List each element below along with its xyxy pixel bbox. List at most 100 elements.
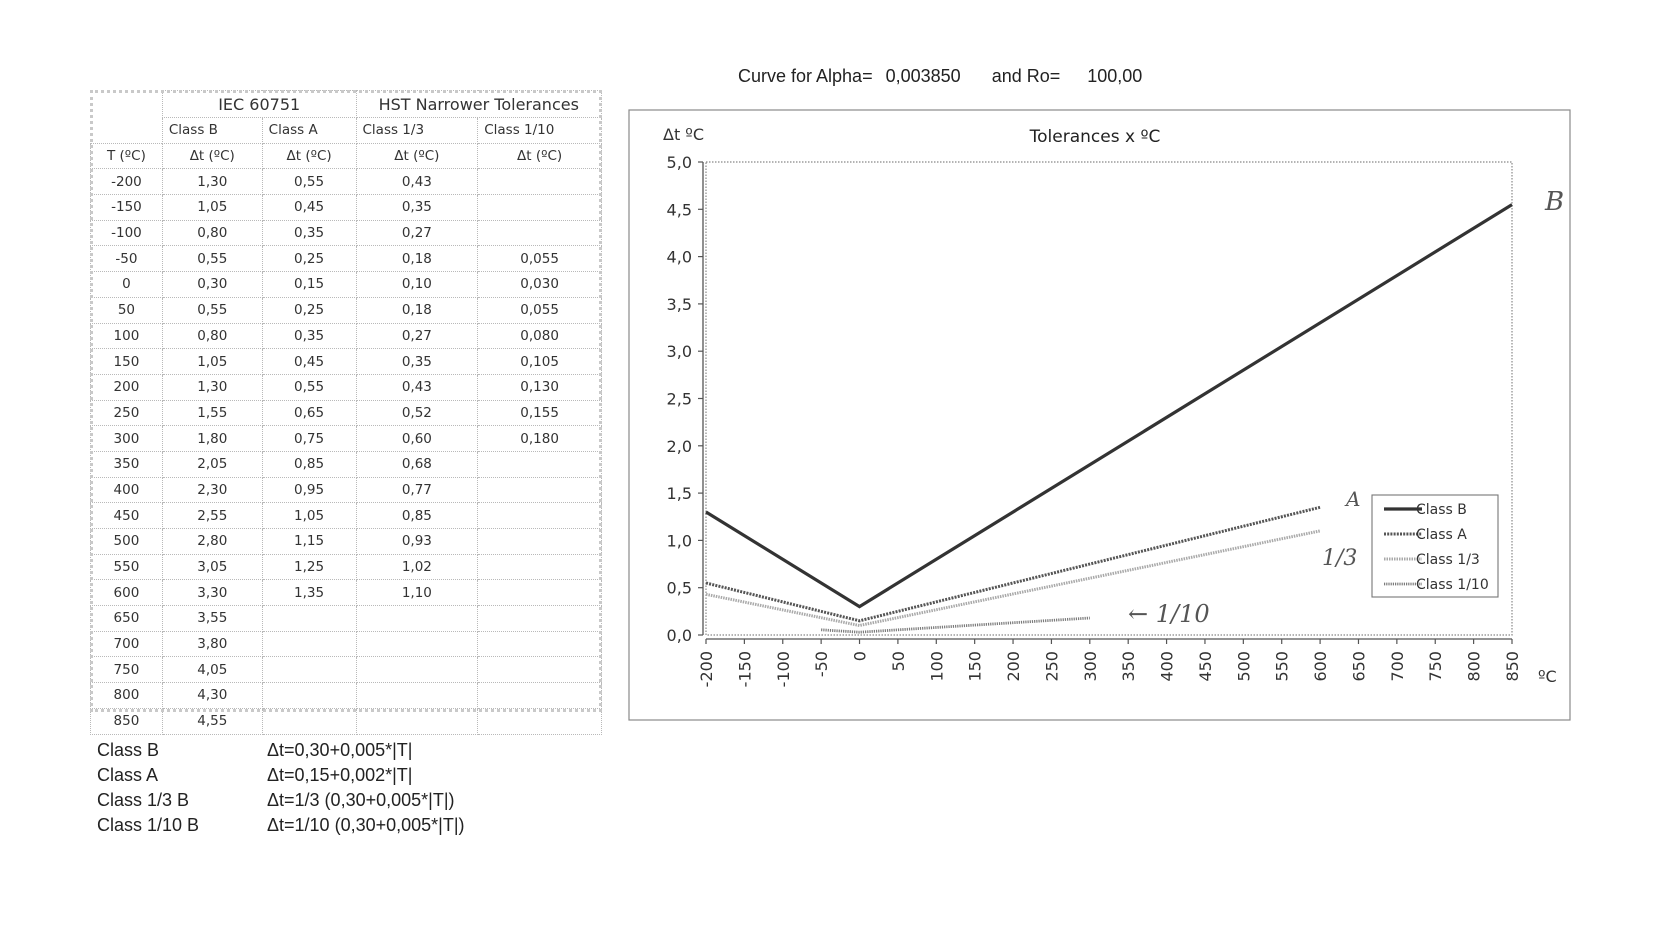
table-row: -50 0,55 0,25 0,18 0,055 bbox=[90, 245, 602, 273]
y-axis-label: Δt ºC bbox=[663, 125, 704, 144]
cell-tolerance: 0,030 bbox=[477, 271, 602, 298]
cell-tolerance: 3,05 bbox=[161, 553, 263, 581]
cell-temperature: 350 bbox=[90, 450, 163, 478]
x-tick-label: -150 bbox=[735, 651, 754, 687]
legend-label: Class A bbox=[1416, 527, 1467, 543]
table-row: 350 2,05 0,85 0,68 bbox=[90, 450, 602, 478]
plot-area-frame bbox=[705, 161, 1513, 636]
cell-tolerance: 0,45 bbox=[261, 348, 357, 375]
cell-tolerance bbox=[261, 682, 357, 709]
cell-tolerance: 1,35 bbox=[261, 579, 357, 607]
legend-label: Class 1/10 bbox=[1416, 577, 1489, 593]
cell-tolerance: 0,055 bbox=[477, 245, 602, 273]
table-row: -200 1,30 0,55 0,43 bbox=[90, 168, 602, 196]
cell-temperature: 0 bbox=[90, 271, 163, 298]
table-row: 250 1,55 0,65 0,52 0,155 bbox=[90, 399, 602, 427]
cell-tolerance: 1,80 bbox=[161, 425, 263, 452]
x-tick-label: 100 bbox=[927, 651, 946, 682]
y-tick-label: 5,0 bbox=[667, 153, 692, 172]
x-tick-label: 700 bbox=[1388, 651, 1407, 682]
cell-tolerance: 1,15 bbox=[261, 528, 357, 555]
cell-temperature: 550 bbox=[90, 553, 163, 581]
x-tick-label: 550 bbox=[1273, 651, 1292, 682]
chart-title: Tolerances x ºC bbox=[1029, 127, 1161, 147]
annotation-1-3: 1/3 bbox=[1322, 546, 1357, 571]
ro-value: 100,00 bbox=[1087, 66, 1143, 86]
x-tick-label: -100 bbox=[774, 651, 793, 687]
cell-tolerance: 0,77 bbox=[355, 476, 479, 504]
cell-tolerance bbox=[261, 656, 357, 684]
units-header-row: T (ºC) Δt (ºC) Δt (ºC) Δt (ºC) Δt (ºC) bbox=[90, 142, 602, 170]
cell-tolerance: 0,43 bbox=[355, 168, 479, 196]
table-row: 600 3,30 1,35 1,10 bbox=[90, 579, 602, 607]
table-row: 150 1,05 0,45 0,35 0,105 bbox=[90, 348, 602, 375]
cell-temperature: -100 bbox=[90, 219, 163, 247]
x-tick-label: 150 bbox=[966, 651, 985, 682]
cell-tolerance: 0,15 bbox=[261, 271, 357, 298]
cell-temperature: -150 bbox=[90, 194, 163, 221]
formula-list: Class B Δt=0,30+0,005*|T| Class A Δt=0,15+… bbox=[97, 738, 465, 838]
cell-tolerance: 0,68 bbox=[355, 450, 479, 478]
cell-tolerance bbox=[355, 707, 479, 735]
cell-tolerance: 0,30 bbox=[161, 271, 263, 298]
x-tick-label: 500 bbox=[1234, 651, 1253, 682]
cell-tolerance: 0,27 bbox=[355, 322, 479, 350]
formula-expr: Δt=0,15+0,002*|T| bbox=[267, 765, 413, 785]
unit-header-1-10: Δt (ºC) bbox=[477, 142, 602, 170]
formula-expr: Δt=0,30+0,005*|T| bbox=[267, 740, 413, 760]
formula-name: Class 1/10 B bbox=[97, 815, 200, 835]
cell-tolerance: 0,55 bbox=[261, 373, 357, 401]
formula-name: Class 1/3 B bbox=[97, 790, 190, 810]
x-tick-label: 800 bbox=[1465, 651, 1484, 682]
cell-tolerance: 0,25 bbox=[261, 296, 357, 324]
x-tick-label: -50 bbox=[812, 651, 831, 677]
y-tick-label: 1,5 bbox=[667, 484, 692, 503]
cell-tolerance: 1,30 bbox=[161, 168, 263, 196]
table-row: 0 0,30 0,15 0,10 0,030 bbox=[90, 271, 602, 298]
formula-row: Class 1/3 B Δt=1/3 (0,30+0,005*|T|) bbox=[97, 788, 465, 813]
formula-name: Class B bbox=[97, 740, 160, 760]
table-row: -150 1,05 0,45 0,35 bbox=[90, 194, 602, 221]
cell-tolerance bbox=[477, 579, 602, 607]
cell-tolerance: 1,05 bbox=[161, 194, 263, 221]
y-tick-label: 2,0 bbox=[667, 437, 692, 456]
formula-row: Class 1/10 B Δt=1/10 (0,30+0,005*|T|) bbox=[97, 813, 465, 838]
cell-temperature: -200 bbox=[90, 168, 163, 196]
y-tick-label: 3,0 bbox=[667, 342, 692, 361]
cell-tolerance bbox=[477, 630, 602, 658]
ro-label: and Ro= bbox=[991, 66, 1061, 86]
class-header-a: Class A bbox=[261, 117, 357, 144]
table-row: 300 1,80 0,75 0,60 0,180 bbox=[90, 425, 602, 452]
x-tick-label: 400 bbox=[1158, 651, 1177, 682]
legend-label: Class B bbox=[1416, 502, 1467, 518]
x-tick-label: 250 bbox=[1042, 651, 1061, 682]
y-tick-label: 4,0 bbox=[667, 248, 692, 267]
cell-tolerance: 0,55 bbox=[261, 168, 357, 196]
cell-tolerance bbox=[261, 605, 357, 632]
unit-header-1-3: Δt (ºC) bbox=[355, 142, 479, 170]
y-tick-label: 3,5 bbox=[667, 295, 692, 314]
cell-tolerance: 0,35 bbox=[261, 322, 357, 350]
table-row: 500 2,80 1,15 0,93 bbox=[90, 528, 602, 555]
y-tick-label: 4,5 bbox=[667, 200, 692, 219]
cell-tolerance: 0,95 bbox=[261, 476, 357, 504]
alpha-value: 0,003850 bbox=[885, 66, 961, 86]
group-header-iec: IEC 60751 bbox=[161, 90, 357, 118]
cell-tolerance: 0,35 bbox=[355, 348, 479, 375]
cell-tolerance: 0,45 bbox=[261, 194, 357, 221]
unit-header-a: Δt (ºC) bbox=[261, 142, 357, 170]
cell-temperature: 700 bbox=[90, 630, 163, 658]
table-row: 750 4,05 bbox=[90, 656, 602, 684]
class-header-1-10: Class 1/10 bbox=[477, 117, 602, 144]
cell-tolerance: 0,43 bbox=[355, 373, 479, 401]
cell-tolerance: 0,080 bbox=[477, 322, 602, 350]
tolerance-table: IEC 60751 HST Narrower Tolerances Class … bbox=[90, 90, 602, 735]
x-tick-label: -200 bbox=[697, 651, 716, 687]
cell-tolerance bbox=[477, 707, 602, 735]
cell-tolerance: 0,130 bbox=[477, 373, 602, 401]
formula-expr: Δt=1/10 (0,30+0,005*|T|) bbox=[267, 815, 465, 835]
cell-tolerance bbox=[261, 707, 357, 735]
formula-row: Class A Δt=0,15+0,002*|T| bbox=[97, 763, 465, 788]
table-row: 550 3,05 1,25 1,02 bbox=[90, 553, 602, 581]
